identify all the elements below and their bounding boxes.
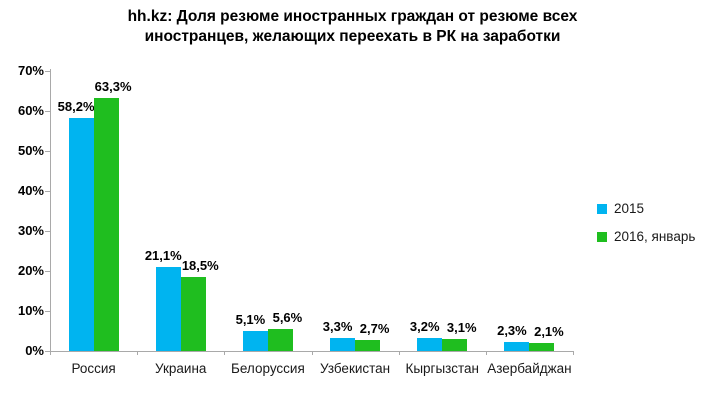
bar-2016--2	[180, 277, 206, 351]
bar-2015-5	[417, 338, 443, 351]
y-axis-tick-label: 70%	[17, 63, 44, 78]
bar-2015-1	[68, 118, 94, 351]
bar-value-label: 5,6%	[272, 310, 303, 325]
bar-2016--4	[355, 340, 381, 351]
x-axis-category-label: Кыргызстан	[405, 361, 479, 376]
x-tick	[311, 351, 313, 355]
x-tick	[50, 351, 51, 355]
bar-2016--3	[267, 329, 293, 351]
x-tick	[224, 351, 226, 355]
legend: 2015 2016, январь	[597, 201, 695, 244]
bar-value-label: 2,3%	[497, 323, 527, 338]
legend-swatch-2015	[597, 203, 607, 214]
bar-2015-3	[242, 331, 268, 351]
y-tick	[45, 271, 50, 272]
y-axis-tick-label: 40%	[17, 183, 44, 198]
x-tick	[573, 351, 574, 355]
x-axis-category-label: Россия	[71, 361, 116, 376]
bar-2015-6	[504, 342, 530, 351]
bar-2016--5	[442, 339, 468, 351]
y-tick	[45, 151, 50, 152]
bar-value-label: 18,5%	[181, 258, 219, 273]
bar-2015-2	[155, 267, 181, 351]
bar-value-label: 2,1%	[534, 324, 564, 339]
x-tick	[398, 351, 400, 355]
bar-value-label: 3,3%	[322, 319, 353, 334]
legend-item-2016: 2016, январь	[597, 229, 695, 244]
legend-label-2015: 2015	[614, 201, 645, 216]
legend-label-2016: 2016, январь	[614, 229, 696, 244]
bar-2016--1	[93, 98, 119, 351]
chart-title-line-1: hh.kz: Доля резюме иностранных граждан о…	[127, 8, 578, 25]
chart-title-line-2: иностранцев, желающих переехать в РК на …	[144, 28, 561, 46]
x-axis-category-label: Украина	[155, 361, 207, 376]
bar-value-label: 58,2%	[57, 99, 95, 114]
chart-title: hh.kz: Доля резюме иностранных граждан о…	[0, 7, 705, 48]
y-tick	[45, 231, 50, 232]
bar-2015-4	[330, 338, 356, 351]
y-axis-line	[50, 69, 51, 352]
y-tick	[45, 311, 50, 312]
bar-value-label: 3,2%	[409, 319, 440, 334]
x-axis-category-label: Азербайджан	[487, 361, 572, 376]
y-axis-tick-label: 60%	[17, 103, 44, 118]
y-axis-tick-label: 50%	[17, 143, 44, 158]
y-axis-tick-label: 10%	[17, 303, 44, 318]
bar-2016--6	[529, 343, 555, 351]
bar-value-label: 2,7%	[359, 321, 390, 336]
bar-value-label: 3,1%	[446, 320, 477, 335]
y-axis-tick-label: 30%	[17, 223, 44, 238]
legend-swatch-2016	[597, 231, 607, 242]
x-tick	[137, 351, 139, 355]
bar-value-label: 5,1%	[235, 312, 266, 327]
bar-value-label: 21,1%	[144, 248, 182, 263]
legend-item-2015: 2015	[597, 201, 695, 216]
y-tick	[45, 191, 50, 192]
y-tick	[45, 111, 50, 112]
x-axis-category-label: Узбекистан	[320, 361, 391, 376]
y-axis-tick-label: 20%	[17, 263, 44, 278]
y-axis-tick-label: 0%	[25, 343, 44, 358]
bar-value-label: 63,3%	[94, 79, 132, 94]
x-axis-category-label: Белоруссия	[231, 361, 305, 376]
y-tick	[45, 71, 50, 72]
x-tick	[485, 351, 487, 355]
y-tick	[45, 351, 50, 352]
